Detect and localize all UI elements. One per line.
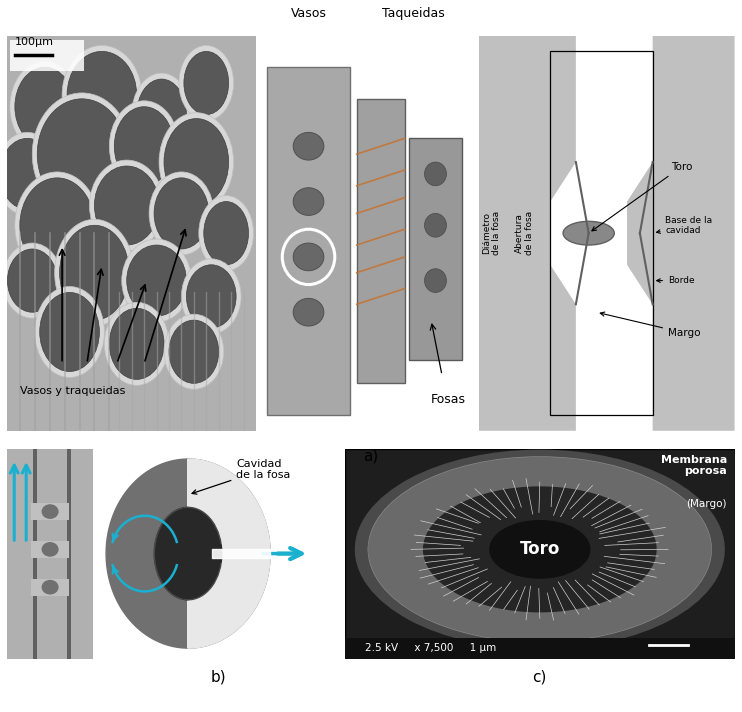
Ellipse shape bbox=[105, 303, 169, 385]
FancyBboxPatch shape bbox=[37, 449, 67, 659]
Ellipse shape bbox=[42, 504, 59, 519]
Ellipse shape bbox=[159, 112, 234, 211]
Ellipse shape bbox=[109, 308, 164, 379]
Ellipse shape bbox=[2, 243, 62, 318]
Ellipse shape bbox=[33, 93, 132, 216]
Ellipse shape bbox=[293, 298, 324, 326]
Ellipse shape bbox=[90, 160, 164, 251]
Text: 100μm: 100μm bbox=[15, 38, 54, 48]
Ellipse shape bbox=[424, 214, 447, 237]
Ellipse shape bbox=[424, 162, 447, 186]
FancyBboxPatch shape bbox=[345, 449, 735, 659]
Ellipse shape bbox=[15, 67, 74, 146]
FancyBboxPatch shape bbox=[267, 67, 350, 415]
Ellipse shape bbox=[114, 107, 174, 186]
Ellipse shape bbox=[42, 580, 59, 595]
Text: Vasos: Vasos bbox=[291, 7, 326, 20]
Text: b): b) bbox=[211, 669, 227, 684]
Text: Membrana
porosa: Membrana porosa bbox=[660, 455, 727, 476]
Ellipse shape bbox=[7, 249, 57, 312]
FancyBboxPatch shape bbox=[31, 503, 69, 520]
Text: 2.5 kV     x 7,500     1 μm: 2.5 kV x 7,500 1 μm bbox=[364, 643, 496, 653]
Text: Fosas: Fosas bbox=[431, 392, 466, 406]
Text: c): c) bbox=[532, 669, 547, 684]
Text: Taqueidas: Taqueidas bbox=[382, 7, 445, 20]
FancyBboxPatch shape bbox=[31, 579, 69, 595]
Text: Toro: Toro bbox=[592, 162, 692, 231]
Text: (Margo): (Margo) bbox=[686, 499, 727, 509]
Ellipse shape bbox=[137, 79, 186, 150]
Ellipse shape bbox=[122, 239, 191, 322]
Ellipse shape bbox=[35, 286, 105, 377]
Ellipse shape bbox=[67, 51, 137, 138]
Ellipse shape bbox=[179, 46, 234, 120]
Ellipse shape bbox=[186, 265, 236, 328]
Polygon shape bbox=[188, 459, 270, 648]
Text: Margo: Margo bbox=[600, 312, 700, 338]
Ellipse shape bbox=[149, 172, 214, 255]
Text: Abertura
de la fosa: Abertura de la fosa bbox=[515, 211, 534, 255]
Polygon shape bbox=[154, 508, 188, 600]
Ellipse shape bbox=[109, 101, 179, 192]
Text: Toro: Toro bbox=[519, 540, 560, 558]
Ellipse shape bbox=[94, 166, 159, 245]
Ellipse shape bbox=[164, 314, 223, 389]
Ellipse shape bbox=[20, 178, 94, 273]
Polygon shape bbox=[369, 486, 711, 612]
Ellipse shape bbox=[0, 138, 55, 209]
Ellipse shape bbox=[55, 219, 134, 326]
Text: Vasos y traqueidas: Vasos y traqueidas bbox=[20, 386, 125, 397]
Ellipse shape bbox=[132, 73, 191, 156]
Ellipse shape bbox=[293, 188, 324, 216]
Text: Diámetro
de la fosa: Diámetro de la fosa bbox=[482, 211, 501, 255]
Ellipse shape bbox=[0, 132, 59, 216]
Ellipse shape bbox=[37, 99, 127, 209]
FancyBboxPatch shape bbox=[71, 449, 93, 659]
Ellipse shape bbox=[42, 542, 59, 557]
Ellipse shape bbox=[489, 520, 591, 579]
Text: Base de la
cavidad: Base de la cavidad bbox=[657, 216, 712, 235]
FancyBboxPatch shape bbox=[410, 138, 462, 360]
Ellipse shape bbox=[293, 243, 324, 271]
Ellipse shape bbox=[563, 221, 614, 245]
Ellipse shape bbox=[62, 46, 142, 145]
Ellipse shape bbox=[181, 259, 241, 334]
Ellipse shape bbox=[169, 320, 219, 383]
FancyBboxPatch shape bbox=[10, 40, 85, 71]
Ellipse shape bbox=[424, 268, 447, 293]
Ellipse shape bbox=[59, 225, 129, 320]
Text: a): a) bbox=[364, 449, 378, 464]
Ellipse shape bbox=[154, 178, 209, 249]
Ellipse shape bbox=[423, 486, 657, 612]
Ellipse shape bbox=[40, 293, 99, 372]
FancyBboxPatch shape bbox=[357, 99, 405, 383]
FancyBboxPatch shape bbox=[345, 638, 735, 659]
Ellipse shape bbox=[164, 119, 229, 206]
Ellipse shape bbox=[293, 132, 324, 160]
Polygon shape bbox=[106, 459, 270, 648]
Ellipse shape bbox=[10, 61, 79, 152]
Ellipse shape bbox=[199, 196, 254, 271]
FancyBboxPatch shape bbox=[67, 449, 71, 659]
Text: Cavidad
de la fosa: Cavidad de la fosa bbox=[192, 459, 291, 494]
Ellipse shape bbox=[355, 449, 725, 649]
Ellipse shape bbox=[154, 508, 222, 600]
FancyBboxPatch shape bbox=[31, 541, 69, 557]
FancyBboxPatch shape bbox=[7, 449, 33, 659]
Ellipse shape bbox=[184, 51, 229, 115]
FancyBboxPatch shape bbox=[33, 449, 37, 659]
Polygon shape bbox=[183, 508, 222, 600]
Ellipse shape bbox=[127, 245, 186, 316]
Polygon shape bbox=[627, 36, 735, 431]
Text: Borde: Borde bbox=[657, 276, 695, 285]
Ellipse shape bbox=[204, 201, 249, 265]
Ellipse shape bbox=[369, 457, 712, 642]
Polygon shape bbox=[479, 36, 576, 431]
Ellipse shape bbox=[15, 172, 99, 278]
